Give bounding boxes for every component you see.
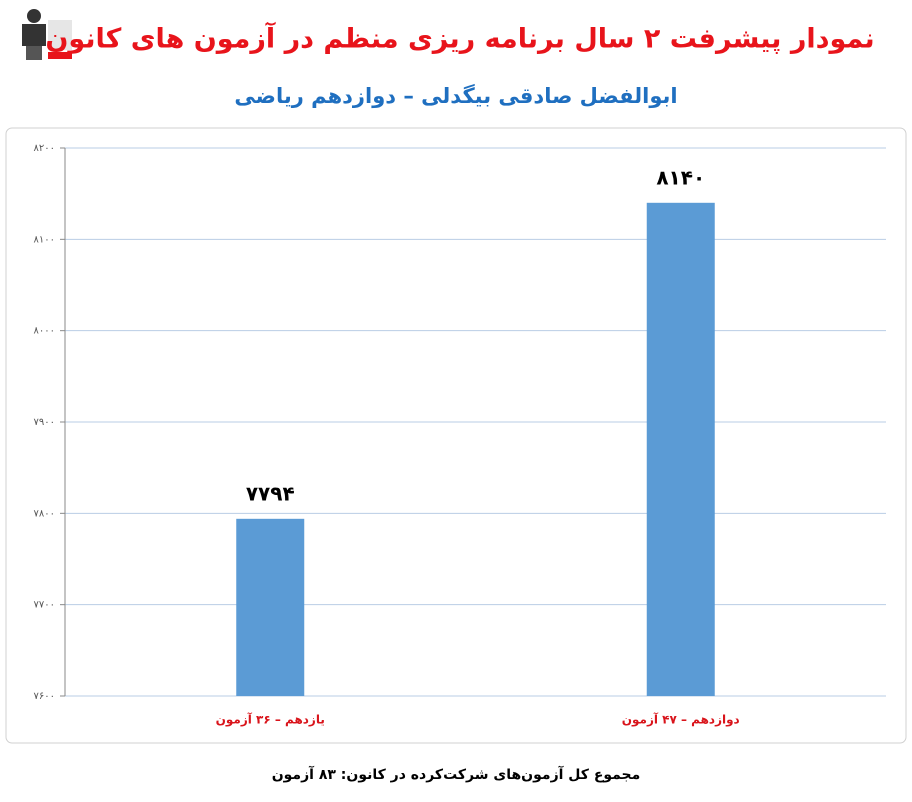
x-tick-label: یازدهم – ۳۶ آزمون — [216, 712, 325, 728]
bar — [236, 518, 305, 696]
value-label: ۸۱۴۰ — [656, 165, 705, 189]
chart-subtitle: ابوالفضل صادقی بیگدلی – دوازدهم ریاضی — [234, 83, 677, 108]
chart-frame — [5, 127, 907, 744]
y-tick-label: ۷۹۰۰ — [34, 417, 55, 428]
y-tick-label: ۷۸۰۰ — [34, 508, 55, 519]
y-tick-label: ۸۰۰۰ — [34, 326, 55, 337]
y-tick-label: ۷۶۰۰ — [34, 691, 55, 702]
y-tick-label: ۸۱۰۰ — [34, 234, 55, 245]
chart-title: نمودار پیشرفت ۲ سال برنامه ریزی منظم در … — [45, 22, 874, 55]
x-tick-label: دوازدهم – ۴۷ آزمون — [622, 712, 740, 728]
value-label: ۷۷۹۴ — [246, 481, 295, 505]
footnote: مجموع کل آزمون‌های شرکت‌کرده در کانون: ۸… — [272, 765, 641, 783]
y-tick-label: ۸۲۰۰ — [34, 143, 55, 154]
bar — [646, 202, 715, 697]
logo — [22, 9, 72, 60]
y-tick-label: ۷۷۰۰ — [34, 600, 55, 611]
